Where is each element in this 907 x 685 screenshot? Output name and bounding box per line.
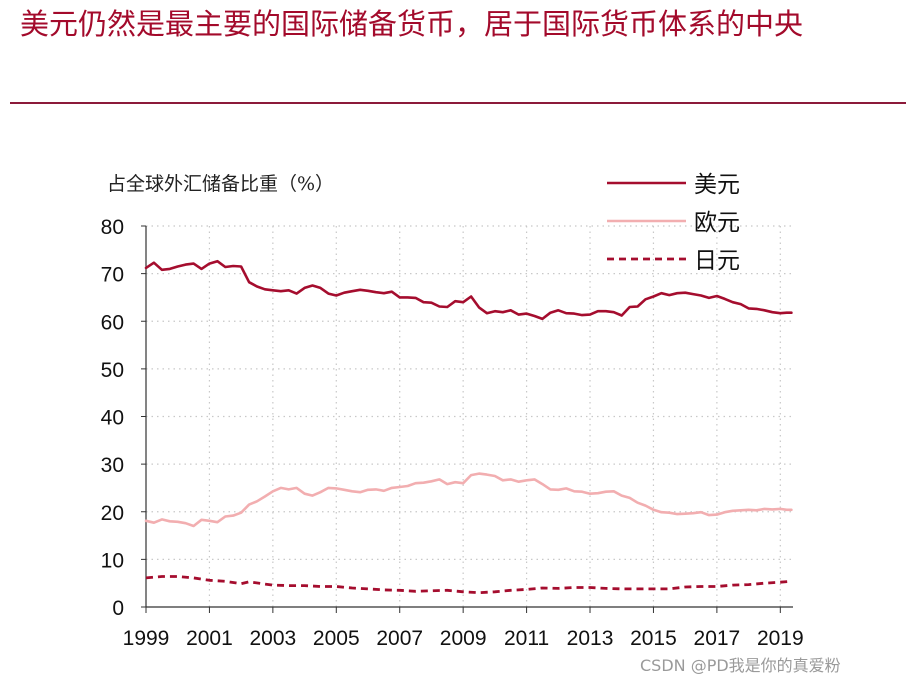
y-tick-label: 80 bbox=[101, 216, 124, 239]
series-line-2 bbox=[144, 472, 793, 528]
y-tick-label: 70 bbox=[101, 264, 124, 287]
series-line-1 bbox=[144, 259, 793, 321]
y-tick-label: 40 bbox=[101, 407, 124, 430]
series-lines bbox=[144, 259, 793, 595]
x-tick-label: 2013 bbox=[567, 627, 614, 650]
x-tick-label: 2011 bbox=[504, 627, 549, 650]
y-tick-label: 0 bbox=[112, 597, 124, 620]
y-tick-label: 50 bbox=[101, 359, 124, 382]
y-axis-label: 占全球外汇储备比重（%） bbox=[107, 173, 334, 195]
y-tick-label: 10 bbox=[101, 549, 124, 572]
x-tick-label: 2003 bbox=[250, 627, 297, 650]
title-divider bbox=[10, 102, 906, 104]
y-tick-label: 60 bbox=[101, 311, 124, 334]
page-title: 美元仍然是最主要的国际储备货币，居于国际货币体系的中央 bbox=[20, 7, 804, 41]
x-tick-label: 2009 bbox=[440, 627, 487, 650]
legend-label-2: 欧元 bbox=[694, 210, 740, 236]
x-tick-label: 2005 bbox=[313, 627, 360, 650]
legend-label-1: 美元 bbox=[694, 172, 740, 198]
x-tick-label: 2019 bbox=[757, 627, 804, 650]
x-tick-label: 1999 bbox=[123, 627, 170, 650]
watermark: CSDN @PD我是你的真爱粉 bbox=[640, 656, 841, 675]
axes: 0 10 20 30 40 50 60 70 80 1999 2001 2003 2005 2007 200… bbox=[101, 216, 804, 650]
y-tick-label: 30 bbox=[101, 454, 124, 477]
x-tick-label: 2007 bbox=[376, 627, 423, 650]
x-tick-label: 2001 bbox=[186, 627, 233, 650]
x-tick-label: 2015 bbox=[630, 627, 677, 650]
grid-lines bbox=[146, 225, 793, 607]
series-line-3 bbox=[145, 575, 792, 595]
y-tick-label: 20 bbox=[101, 502, 124, 525]
legend-label-3: 日元 bbox=[694, 248, 740, 274]
x-tick-label: 2017 bbox=[694, 627, 741, 650]
